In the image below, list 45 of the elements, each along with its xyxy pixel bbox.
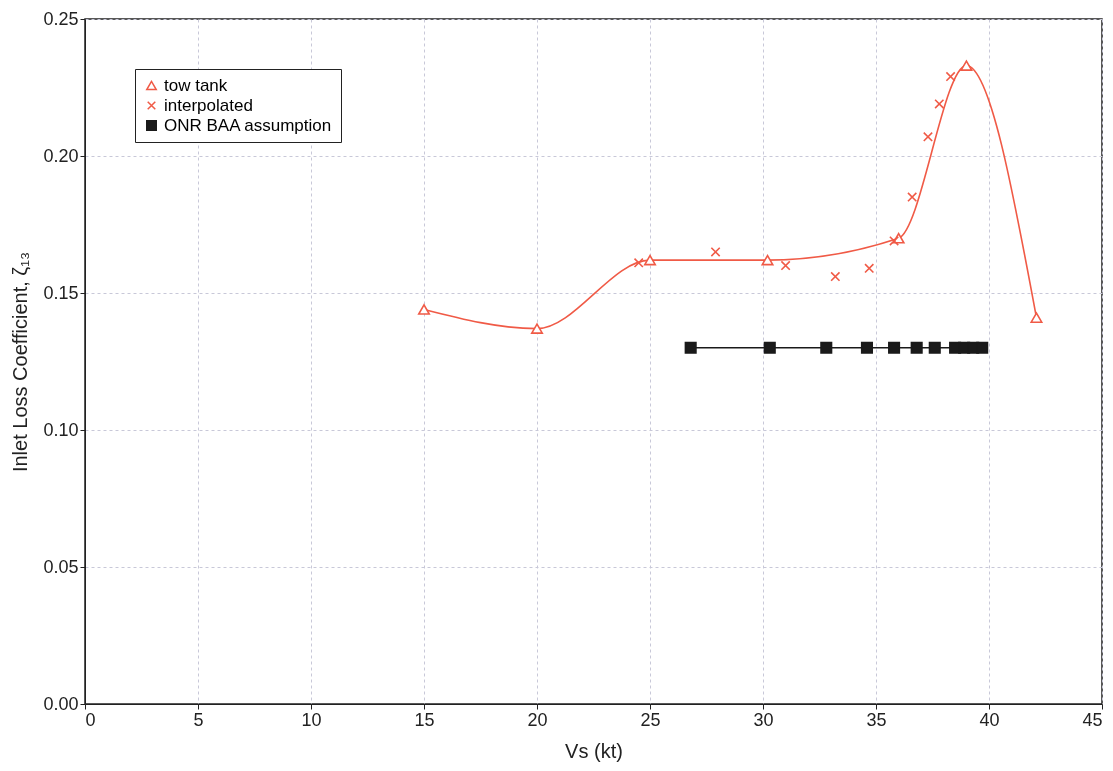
legend-label: ONR BAA assumption xyxy=(164,115,332,135)
legend-label: interpolated xyxy=(164,95,253,115)
point xyxy=(1030,312,1043,323)
x-tick-label: 45 xyxy=(1082,709,1103,730)
x-tick-label: 35 xyxy=(866,709,887,730)
point xyxy=(780,260,791,271)
point xyxy=(684,341,697,354)
point xyxy=(864,263,875,274)
x-tick-label: 40 xyxy=(979,709,1000,730)
point xyxy=(761,254,774,266)
x-tick-label: 10 xyxy=(301,709,322,730)
point xyxy=(888,341,901,354)
point xyxy=(976,341,989,354)
point xyxy=(763,341,776,354)
point xyxy=(910,341,923,354)
x-tick-label: 30 xyxy=(753,709,774,730)
point xyxy=(633,257,644,268)
point xyxy=(907,192,918,203)
point xyxy=(889,235,900,246)
x-tick-label: 15 xyxy=(414,709,435,730)
point xyxy=(710,246,721,257)
y-tick-label: 0.20 xyxy=(43,145,79,166)
point xyxy=(643,254,657,266)
point xyxy=(934,98,945,109)
y-tick-label: 0.15 xyxy=(43,282,79,303)
point xyxy=(830,271,841,282)
point xyxy=(417,304,431,315)
y-tick-label: 0.25 xyxy=(43,8,79,29)
point xyxy=(928,341,941,354)
point xyxy=(945,71,956,82)
y-tick-label: 0.10 xyxy=(43,419,79,440)
y-tick-label: 0.00 xyxy=(43,693,79,714)
x-tick-label: 25 xyxy=(640,709,661,730)
point xyxy=(960,60,973,71)
y-tick-label: 0.05 xyxy=(43,556,79,577)
x-tick-label: 20 xyxy=(527,709,548,730)
x-axis-title: Vs (kt) xyxy=(565,739,623,762)
legend-label: tow tank xyxy=(164,75,228,95)
x-tick-label: 5 xyxy=(193,709,204,730)
point xyxy=(820,341,833,354)
x-tick-label: 0 xyxy=(85,709,96,730)
point xyxy=(922,131,933,142)
point xyxy=(530,323,544,334)
y-axis-title: Inlet Loss Coefficient, ζ₁₃ xyxy=(9,251,32,473)
point xyxy=(860,341,873,354)
